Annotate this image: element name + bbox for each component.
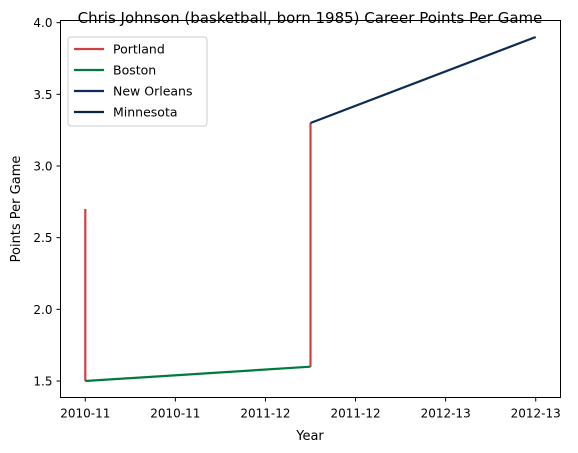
x-tick-label: 2010-11 xyxy=(150,407,200,421)
y-axis-label: Points Per Game xyxy=(9,156,24,263)
legend-label: Portland xyxy=(113,42,165,57)
chart-title: Chris Johnson (basketball, born 1985) Ca… xyxy=(78,9,543,27)
x-tick-label: 2012-13 xyxy=(511,407,561,421)
series-line-new-orleans-3 xyxy=(310,35,537,125)
x-axis-label: Year xyxy=(295,429,324,444)
legend-label: New Orleans xyxy=(113,84,192,99)
y-axis: 1.5 2.0 2.5 3.0 3.5 4.0 xyxy=(33,16,61,389)
x-tick-label: 2011-12 xyxy=(240,407,290,421)
y-tick-label: 3.0 xyxy=(33,159,52,173)
legend-label: Minnesota xyxy=(113,105,178,120)
legend-label: Boston xyxy=(113,63,156,78)
y-tick-label: 1.5 xyxy=(33,375,52,389)
y-tick-label: 2.5 xyxy=(33,231,52,245)
legend: Portland Boston New Orleans Minnesota xyxy=(67,36,208,127)
x-tick-label: 2010-11 xyxy=(60,407,110,421)
legend-box xyxy=(67,36,208,127)
plot-frame xyxy=(60,20,561,398)
y-tick-label: 2.0 xyxy=(33,303,52,317)
plot-area xyxy=(84,35,537,383)
series-line-boston-2 xyxy=(85,365,311,383)
x-axis: 2010-11 2010-11 2011-12 2011-12 2012-13 2012-… xyxy=(60,397,561,421)
y-tick-label: 4.0 xyxy=(33,16,52,30)
x-tick-label: 2012-13 xyxy=(421,407,471,421)
x-tick-label: 2011-12 xyxy=(330,407,380,421)
y-tick-label: 3.5 xyxy=(33,88,52,102)
